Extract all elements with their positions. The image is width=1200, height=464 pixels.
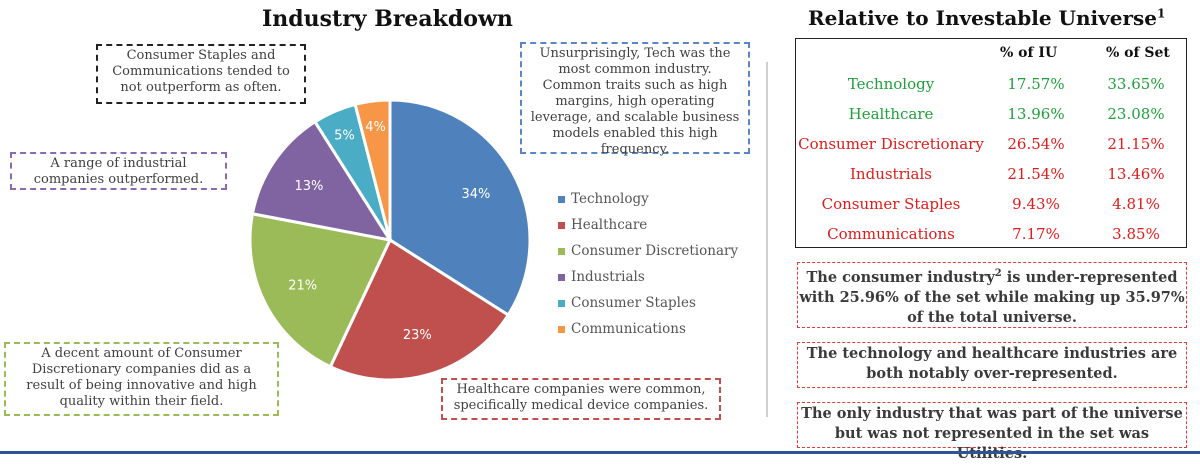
pct-set: 21.15%: [1107, 135, 1165, 153]
legend-swatch: [558, 221, 565, 229]
pie-slice-consumer-discretionary: [248, 212, 393, 369]
table-row: Healthcare 13.96% 23.08%: [796, 105, 1186, 135]
pie-slice-industrials: [250, 119, 394, 243]
callout-consumer-underrepresented: The consumer industry2 is under-represen…: [797, 262, 1187, 328]
industry-name: Industrials: [850, 165, 932, 183]
pct-iu: 17.57%: [1007, 75, 1065, 93]
industry-name: Consumer Discretionary: [798, 135, 984, 153]
pct-set: 4.81%: [1112, 195, 1160, 213]
callout-1-text-a: The consumer industry: [806, 268, 995, 286]
callout-1-footnote: 2: [994, 268, 1002, 279]
pct-set: 13.46%: [1107, 165, 1165, 183]
table-row: Technology 17.57% 33.65%: [796, 75, 1186, 105]
table-title: Relative to Investable Universe1: [808, 6, 1165, 30]
legend-item-consumer-discretionary: Consumer Discretionary: [558, 238, 738, 264]
table-row: Consumer Staples 9.43% 4.81%: [796, 195, 1186, 225]
pie-label-consumer-staples: 5%: [334, 129, 355, 144]
legend-label: Consumer Discretionary: [571, 243, 739, 259]
callout-1-text-b: is under-represented with 25.96% of the …: [799, 268, 1185, 326]
table-title-text: Relative to Investable Universe: [808, 6, 1158, 30]
table-row: Communications 7.17% 3.85%: [796, 225, 1186, 255]
legend-item-technology: Technology: [558, 186, 738, 212]
divider: [766, 62, 768, 417]
legend-item-consumer-staples: Consumer Staples: [558, 290, 738, 316]
industry-name: Communications: [827, 225, 955, 243]
header-pct-iu: % of IU: [1000, 45, 1058, 61]
legend-item-communications: Communications: [558, 316, 738, 342]
table-row: Consumer Discretionary 26.54% 21.15%: [796, 135, 1186, 165]
legend-label: Communications: [571, 321, 686, 337]
pct-set: 23.08%: [1107, 105, 1165, 123]
pct-set: 3.85%: [1112, 225, 1160, 243]
pie-label-healthcare: 23%: [403, 328, 432, 343]
legend-item-healthcare: Healthcare: [558, 212, 738, 238]
legend-label: Healthcare: [571, 217, 648, 233]
legend-label: Industrials: [571, 269, 645, 285]
footnote-marker: 1: [1157, 6, 1166, 21]
note-consumer-discretionary: A decent amount of Consumer Discretionar…: [4, 342, 279, 416]
table-row: Industrials 21.54% 13.46%: [796, 165, 1186, 195]
legend-label: Technology: [571, 191, 649, 207]
industry-name: Technology: [847, 75, 935, 93]
legend-item-industrials: Industrials: [558, 264, 738, 290]
pie-label-communications: 4%: [365, 120, 386, 135]
header-pct-set: % of Set: [1106, 45, 1170, 61]
bottom-accent-bar: [0, 451, 1200, 454]
legend-swatch: [558, 325, 565, 333]
pct-iu: 9.43%: [1012, 195, 1060, 213]
legend-swatch: [558, 273, 565, 281]
legend-label: Consumer Staples: [571, 295, 696, 311]
chart-title: Industry Breakdown: [262, 6, 513, 32]
pie-chart: 34% 23% 21% 13% 5% 4%: [248, 98, 532, 382]
note-technology: Unsurprisingly, Tech was the most common…: [520, 42, 750, 157]
pct-iu: 26.54%: [1007, 135, 1065, 153]
pct-set: 33.65%: [1107, 75, 1165, 93]
note-staples-communications: Consumer Staples and Communications tend…: [96, 44, 306, 104]
legend-swatch: [558, 247, 565, 255]
note-industrials: A range of industrial companies outperfo…: [10, 152, 227, 190]
pie-label-consumer-discretionary: 21%: [288, 279, 317, 294]
callout-utilities: The only industry that was part of the u…: [797, 402, 1187, 462]
pct-iu: 7.17%: [1012, 225, 1060, 243]
comparison-table: % of IU % of Set Technology 17.57% 33.65% H…: [795, 38, 1187, 248]
pie-slice-communications: [353, 98, 392, 241]
pct-iu: 13.96%: [1007, 105, 1065, 123]
pct-iu: 21.54%: [1007, 165, 1065, 183]
industry-name: Healthcare: [848, 105, 934, 123]
industry-name: Consumer Staples: [821, 195, 961, 213]
note-healthcare: Healthcare companies were common, specif…: [441, 378, 721, 420]
legend-swatch: [558, 299, 565, 307]
legend-swatch: [558, 195, 565, 203]
pie-label-technology: 34%: [461, 187, 490, 202]
chart-legend: Technology Healthcare Consumer Discretiona…: [558, 186, 738, 342]
pie-label-industrials: 13%: [294, 179, 323, 194]
callout-tech-healthcare: The technology and healthcare industries…: [797, 342, 1187, 388]
